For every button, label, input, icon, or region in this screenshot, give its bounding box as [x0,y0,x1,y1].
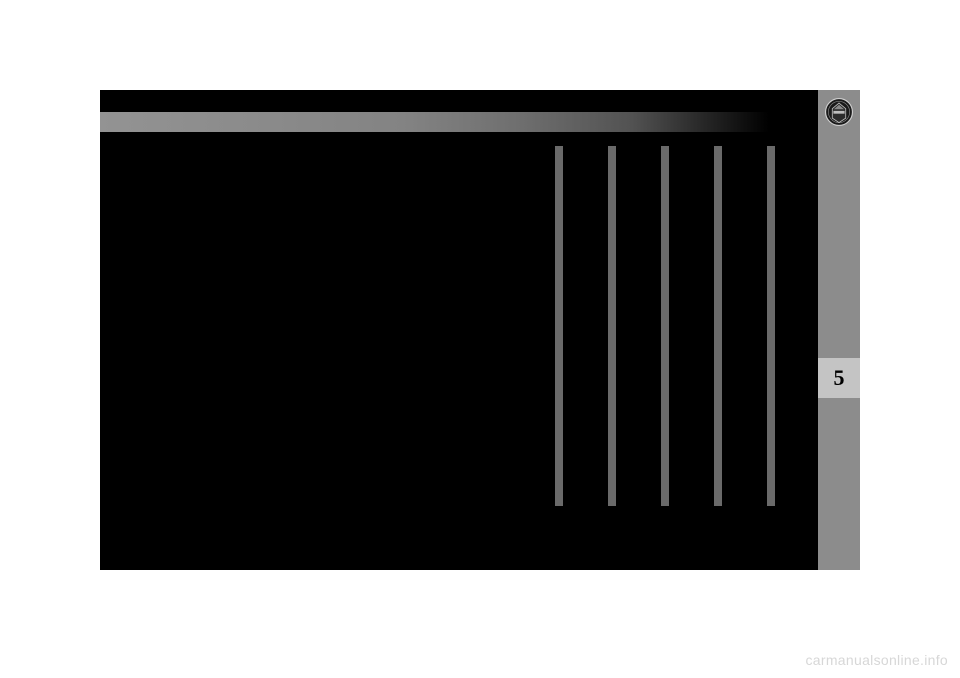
watermark-text: carmanualsonline.info [806,652,949,668]
chapter-side-tab: 5 [818,90,860,570]
decorative-bar [714,146,722,506]
decorative-bar [555,146,563,506]
section-title: MANUTENZIONE E CURA [100,94,860,110]
decorative-bar [767,146,775,506]
manual-page: MANUTENZIONE E CURA 5 [100,90,860,570]
decorative-bar [661,146,669,506]
header-gradient-strip [100,112,860,132]
decorative-bar-group [555,146,775,506]
chapter-number: 5 [834,365,845,391]
lancia-logo-icon [825,98,853,126]
decorative-bar [608,146,616,506]
chapter-number-box: 5 [818,358,860,398]
